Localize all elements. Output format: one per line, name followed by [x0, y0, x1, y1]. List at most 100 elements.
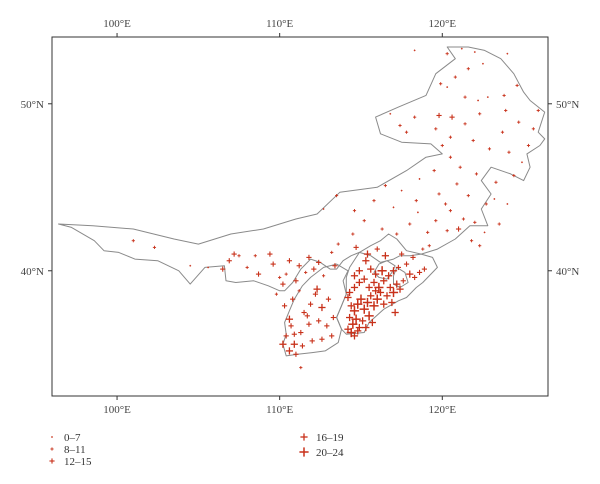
station-marker	[395, 264, 401, 271]
y-tick-label-right: 50°N	[556, 99, 579, 111]
station-marker	[367, 265, 375, 273]
station-marker	[386, 283, 394, 292]
station-marker	[280, 281, 286, 287]
station-marker	[285, 315, 294, 323]
region-boundaries	[58, 46, 546, 357]
station-marker	[299, 366, 303, 370]
station-marker	[370, 278, 378, 287]
station-marker	[461, 217, 466, 221]
station-marker	[385, 272, 393, 280]
station-marker	[372, 294, 382, 304]
station-marker	[369, 301, 379, 311]
station-marker	[469, 239, 474, 243]
station-marker	[355, 278, 363, 287]
station-marker	[426, 230, 430, 234]
station-marker	[267, 251, 273, 257]
station-marker	[507, 150, 511, 154]
station-marker	[131, 239, 135, 243]
station-marker	[291, 331, 297, 337]
station-marker	[478, 112, 482, 116]
station-marker	[400, 189, 403, 192]
station-marker	[404, 130, 409, 134]
station-marker	[445, 229, 449, 233]
station-markers	[131, 47, 540, 370]
station-marker	[365, 283, 373, 292]
station-marker	[383, 292, 391, 300]
station-marker	[297, 289, 301, 293]
station-marker	[439, 82, 443, 86]
station-marker	[443, 202, 448, 206]
station-marker	[325, 296, 332, 302]
station-marker	[253, 254, 257, 258]
station-marker	[231, 251, 237, 257]
station-marker	[526, 143, 531, 148]
station-marker	[311, 266, 317, 272]
station-marker	[463, 122, 467, 126]
station-marker	[436, 112, 442, 119]
station-marker	[392, 206, 395, 209]
station-marker	[330, 250, 334, 254]
station-marker	[477, 99, 479, 102]
x-tick-label-top: 110°E	[266, 18, 293, 30]
y-tick-label-left: 40°N	[21, 266, 44, 278]
station-marker	[349, 306, 360, 316]
station-marker	[473, 51, 476, 53]
station-marker	[274, 292, 279, 296]
station-marker	[152, 245, 157, 249]
y-tick-label-right: 40°N	[556, 266, 579, 278]
inner-boundary	[282, 263, 349, 357]
station-marker	[336, 242, 340, 246]
station-marker	[482, 62, 484, 65]
station-marker	[290, 296, 296, 302]
station-marker	[471, 138, 475, 143]
station-marker	[466, 67, 470, 71]
station-marker	[391, 308, 399, 317]
y-tick-label-left: 50°N	[21, 99, 44, 111]
station-marker	[478, 244, 482, 248]
station-marker	[270, 261, 276, 267]
station-marker	[352, 209, 357, 213]
station-marker	[517, 120, 521, 124]
station-marker	[350, 272, 359, 280]
station-marker	[313, 285, 321, 293]
station-marker	[437, 192, 441, 196]
station-marker	[421, 247, 425, 251]
station-marker	[306, 321, 312, 327]
station-marker	[356, 294, 366, 304]
station-marker	[406, 270, 414, 278]
station-marker	[226, 258, 232, 264]
station-marker	[400, 278, 406, 284]
station-marker	[351, 232, 355, 236]
station-marker	[306, 254, 312, 261]
station-marker	[413, 49, 416, 52]
station-marker	[334, 194, 339, 198]
station-marker	[355, 323, 363, 332]
station-marker	[362, 257, 370, 265]
station-marker	[281, 303, 288, 309]
station-marker	[318, 303, 326, 312]
station-marker	[399, 251, 405, 257]
station-marker	[474, 172, 479, 176]
station-marker	[448, 209, 453, 213]
station-marker	[372, 287, 380, 295]
station-marker	[515, 83, 519, 88]
legend-label: 16–19	[316, 432, 344, 444]
station-marker	[299, 343, 306, 349]
station-marker	[380, 300, 388, 308]
station-marker	[189, 264, 192, 267]
station-marker	[324, 323, 330, 329]
station-marker	[278, 275, 282, 280]
station-marker	[448, 135, 453, 139]
station-marker	[351, 314, 361, 324]
station-marker	[284, 272, 288, 276]
station-marker	[410, 254, 416, 261]
station-marker	[445, 52, 449, 56]
axis-ticks: 100°E 100°E 110°E 110°E 120°E 120°E 40°N 40°N 50…	[21, 18, 580, 416]
station-marker	[376, 288, 385, 297]
station-marker	[367, 292, 375, 300]
station-marker	[288, 323, 294, 329]
station-marker	[207, 266, 210, 269]
station-marker	[283, 333, 289, 339]
station-marker	[463, 95, 467, 99]
